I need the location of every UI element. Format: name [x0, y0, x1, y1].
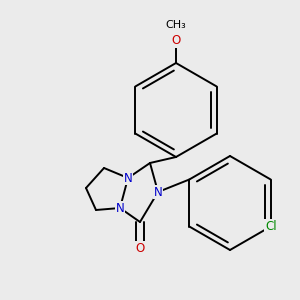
Text: N: N [154, 185, 162, 199]
Text: N: N [124, 172, 132, 184]
Text: O: O [135, 242, 145, 254]
Text: N: N [116, 202, 124, 214]
Text: O: O [171, 34, 181, 47]
Text: CH₃: CH₃ [166, 20, 186, 30]
Text: Cl: Cl [265, 220, 277, 233]
